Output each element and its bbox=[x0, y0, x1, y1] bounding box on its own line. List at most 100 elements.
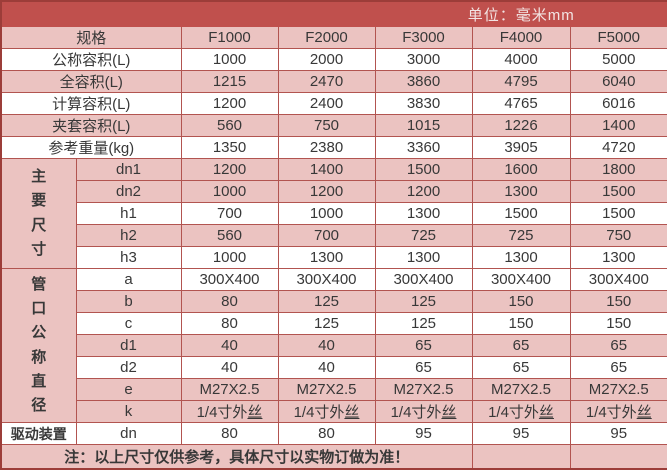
value-cell: 3830 bbox=[374, 92, 473, 115]
value-text: 1/4寸外 bbox=[293, 404, 345, 421]
table-row: h2 560 700 725 725 750 bbox=[1, 224, 667, 247]
value-cell: 725 bbox=[374, 224, 473, 247]
table-row: k 1/4寸外丝 1/4寸外丝 1/4寸外丝 1/4寸外丝 1/4寸外丝 bbox=[1, 400, 667, 423]
value-cell: 80 bbox=[180, 422, 279, 445]
value-cell: 1300 bbox=[569, 246, 667, 269]
value-cell: 1000 bbox=[180, 246, 279, 269]
note-row: 注：以上尺寸仅供参考，具体尺寸以实物订做为准！ bbox=[0, 444, 667, 470]
row-label: 全容积(L) bbox=[0, 70, 182, 93]
row-label: 夹套容积(L) bbox=[0, 114, 182, 137]
value-cell: 95 bbox=[374, 422, 473, 445]
value-cell: 1400 bbox=[277, 158, 376, 181]
value-cell: 150 bbox=[471, 312, 571, 335]
value-cell: 1/4寸外丝 bbox=[180, 400, 279, 423]
value-cell: 65 bbox=[374, 334, 473, 357]
value-cell: 80 bbox=[180, 290, 279, 313]
value-cell: 65 bbox=[569, 334, 667, 357]
value-cell: 1000 bbox=[180, 48, 279, 71]
group-label-drive-unit: 驱动装置 bbox=[0, 422, 77, 445]
value-cell: M27X2.5 bbox=[374, 378, 473, 401]
table-row: 夹套容积(L) 560 750 1015 1226 1400 bbox=[0, 114, 667, 137]
value-cell: 3905 bbox=[471, 136, 571, 159]
value-cell: 1500 bbox=[569, 180, 667, 203]
table-row: 驱动装置 dn 80 80 95 95 95 bbox=[0, 422, 667, 445]
value-cell: 300X400 bbox=[569, 268, 667, 291]
model-header-f1000: F1000 bbox=[180, 26, 279, 49]
value-cell: M27X2.5 bbox=[180, 378, 279, 401]
value-cell: 300X400 bbox=[471, 268, 571, 291]
group-label-text: 主要尺寸 bbox=[31, 167, 47, 258]
table-row: 管口公称直径 a 300X400 300X400 300X400 300X400 300X4… bbox=[0, 268, 667, 423]
param-label: k bbox=[75, 400, 182, 423]
value-text-underlined: 丝 bbox=[538, 404, 554, 421]
value-cell: 1200 bbox=[277, 180, 376, 203]
value-cell: 1200 bbox=[180, 158, 279, 181]
value-cell: 1200 bbox=[180, 92, 279, 115]
table-row: 主要尺寸 dn1 1200 1400 1500 1600 1800 bbox=[0, 158, 667, 269]
value-cell: 1600 bbox=[471, 158, 571, 181]
value-cell: 40 bbox=[180, 334, 279, 357]
value-cell: 40 bbox=[277, 356, 376, 379]
value-cell: 6040 bbox=[569, 70, 667, 93]
param-label: c bbox=[75, 312, 182, 335]
group-label-nozzle-nominal-diameter: 管口公称直径 bbox=[0, 268, 77, 423]
unit-header-row: 单位：毫米mm bbox=[0, 0, 667, 27]
value-cell: 1300 bbox=[471, 246, 571, 269]
model-header-f4000: F4000 bbox=[471, 26, 571, 49]
table-row: 公称容积(L) 1000 2000 3000 4000 5000 bbox=[0, 48, 667, 71]
param-label: dn2 bbox=[75, 180, 182, 203]
value-text: 1/4寸外 bbox=[196, 404, 248, 421]
spec-header-label: 规格 bbox=[0, 26, 182, 49]
value-cell: 300X400 bbox=[277, 268, 376, 291]
param-label: h1 bbox=[75, 202, 182, 225]
param-label: a bbox=[75, 268, 182, 291]
value-cell: 4795 bbox=[471, 70, 571, 93]
value-cell: 1000 bbox=[180, 180, 279, 203]
model-header-f5000: F5000 bbox=[569, 26, 667, 49]
table-row: c 80 125 125 150 150 bbox=[1, 312, 667, 335]
value-cell: M27X2.5 bbox=[471, 378, 571, 401]
value-cell: 125 bbox=[277, 312, 376, 335]
table-row: dn2 1000 1200 1200 1300 1500 bbox=[1, 180, 667, 203]
value-cell: 4720 bbox=[569, 136, 667, 159]
value-cell: 65 bbox=[471, 334, 571, 357]
value-cell: 300X400 bbox=[374, 268, 473, 291]
value-cell: 1300 bbox=[471, 180, 571, 203]
table-row: 参考重量(kg) 1350 2380 3360 3905 4720 bbox=[0, 136, 667, 159]
param-label: d1 bbox=[75, 334, 182, 357]
value-cell: 1500 bbox=[471, 202, 571, 225]
value-cell: 300X400 bbox=[180, 268, 279, 291]
value-cell: 1/4寸外丝 bbox=[569, 400, 667, 423]
table-row: e M27X2.5 M27X2.5 M27X2.5 M27X2.5 M27X2.5 bbox=[1, 378, 667, 401]
value-text-underlined: 丝 bbox=[441, 404, 457, 421]
row-label: 计算容积(L) bbox=[0, 92, 182, 115]
value-cell: 1300 bbox=[374, 246, 473, 269]
value-cell: 750 bbox=[277, 114, 376, 137]
value-cell: 4000 bbox=[471, 48, 571, 71]
param-label: dn1 bbox=[75, 158, 182, 181]
value-text-underlined: 丝 bbox=[636, 404, 652, 421]
value-cell: M27X2.5 bbox=[569, 378, 667, 401]
value-cell: 1015 bbox=[374, 114, 473, 137]
value-cell: 4765 bbox=[471, 92, 571, 115]
value-cell: 1500 bbox=[569, 202, 667, 225]
value-cell: 95 bbox=[569, 422, 667, 445]
table-row: 全容积(L) 1215 2470 3860 4795 6040 bbox=[0, 70, 667, 93]
value-cell: 6016 bbox=[569, 92, 667, 115]
model-header-f3000: F3000 bbox=[374, 26, 473, 49]
group-label-main-dimensions: 主要尺寸 bbox=[0, 158, 77, 269]
value-cell: 2470 bbox=[277, 70, 376, 93]
param-label: e bbox=[75, 378, 182, 401]
value-cell: 1/4寸外丝 bbox=[374, 400, 473, 423]
value-cell: 1226 bbox=[471, 114, 571, 137]
value-cell: 150 bbox=[471, 290, 571, 313]
value-cell: 95 bbox=[471, 422, 571, 445]
value-cell: 700 bbox=[180, 202, 279, 225]
table-row: d2 40 40 65 65 65 bbox=[1, 356, 667, 379]
note-empty-cell bbox=[569, 444, 667, 470]
table-row: d1 40 40 65 65 65 bbox=[1, 334, 667, 357]
value-cell: 1800 bbox=[569, 158, 667, 181]
table-row: b 80 125 125 150 150 bbox=[1, 290, 667, 313]
value-cell: 5000 bbox=[569, 48, 667, 71]
